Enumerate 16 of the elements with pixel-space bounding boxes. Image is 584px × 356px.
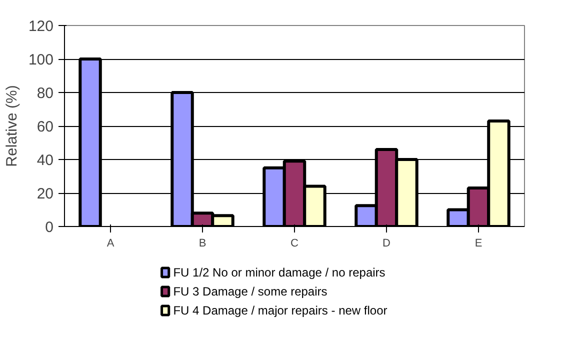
x-tick-label: D xyxy=(382,238,391,250)
x-tick-label: A xyxy=(106,238,115,250)
y-tick-label: 60 xyxy=(36,118,54,136)
legend-label: FU 3 Damage / some repairs xyxy=(173,284,328,298)
y-tick-label: 80 xyxy=(36,85,54,102)
legend-label: FU 1/2 No or minor damage / no repairs xyxy=(173,266,386,280)
y-axis-title: Relative (%) xyxy=(3,85,20,167)
y-tick-label: 120 xyxy=(28,18,54,35)
y-tick-label: 40 xyxy=(36,152,54,169)
y-tick-label: 20 xyxy=(36,186,54,202)
x-tick-label: B xyxy=(198,238,206,250)
y-tick-label: 100 xyxy=(28,52,54,68)
x-tick-label: E xyxy=(474,238,482,250)
legend-label: FU 4 Damage / major repairs - new floor xyxy=(173,304,388,318)
x-tick-label: C xyxy=(290,238,299,250)
y-tick-label: 0 xyxy=(45,219,54,236)
